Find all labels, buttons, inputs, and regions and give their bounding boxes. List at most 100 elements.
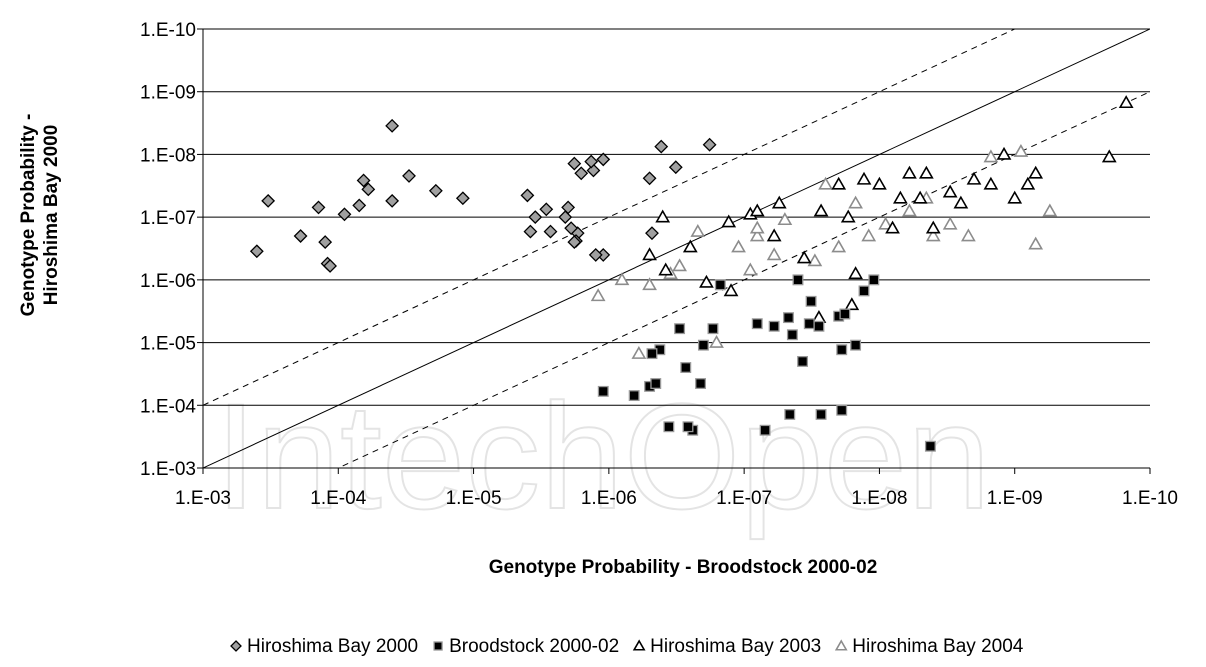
- data-point: [872, 176, 887, 190]
- data-point: [702, 137, 717, 152]
- data-point: [682, 421, 694, 433]
- data-point: [807, 253, 823, 267]
- data-point: [682, 239, 698, 253]
- data-point: [1013, 143, 1029, 157]
- data-point: [672, 258, 687, 272]
- series-hiroshima-bay-2004: [590, 143, 1058, 359]
- data-point: [699, 274, 714, 288]
- data-point: [805, 295, 817, 307]
- data-point: [902, 203, 917, 217]
- data-point: [680, 362, 692, 373]
- y-axis-title-line1: Genotype Probability -: [18, 114, 39, 317]
- legend-item: Hiroshima Bay 2003: [632, 636, 821, 657]
- y-tick-label: 1.E-04: [140, 396, 196, 417]
- data-point: [786, 329, 798, 341]
- data-point: [293, 229, 308, 243]
- y-tick-label: 1.E-05: [140, 334, 196, 355]
- legend-item: Broodstock 2000-02: [433, 636, 619, 657]
- data-point: [803, 318, 815, 330]
- data-point: [1028, 236, 1044, 250]
- data-point: [918, 165, 934, 179]
- data-point: [784, 409, 796, 420]
- dashed-reference-line: [337, 91, 1150, 468]
- data-point: [783, 312, 794, 324]
- data-point: [925, 228, 941, 242]
- data-point: [663, 421, 675, 433]
- data-point: [352, 198, 367, 213]
- data-point: [721, 214, 737, 228]
- data-point: [839, 308, 851, 320]
- data-point: [942, 216, 958, 230]
- legend-marker: [230, 640, 242, 652]
- data-point: [402, 168, 416, 183]
- y-tick-label: 1.E-08: [140, 145, 196, 166]
- data-point: [1118, 95, 1134, 109]
- data-point: [771, 195, 787, 209]
- data-point: [690, 223, 706, 237]
- data-point: [707, 323, 719, 335]
- x-axis-title: Genotype Probability - Broodstock 2000-0…: [489, 557, 878, 578]
- data-point: [902, 165, 917, 179]
- data-point: [543, 224, 558, 239]
- data-point: [337, 207, 352, 222]
- data-point: [925, 220, 941, 234]
- data-point: [844, 297, 860, 311]
- axes: [197, 28, 1151, 474]
- data-point: [590, 288, 606, 302]
- data-point: [983, 149, 999, 163]
- legend-item: Hiroshima Bay 2004: [834, 636, 1024, 657]
- data-point: [766, 228, 782, 242]
- y-tick-label: 1.E-09: [140, 83, 196, 104]
- x-tick-label: 1.E-03: [175, 488, 231, 509]
- data-point: [996, 146, 1012, 160]
- data-point: [813, 203, 829, 217]
- legend: Hiroshima Bay 2000 Broodstock 2000-02 Hiro…: [230, 636, 1024, 657]
- data-point: [831, 176, 847, 190]
- data-point: [455, 191, 470, 206]
- data-point: [646, 348, 658, 360]
- data-point: [797, 356, 809, 367]
- y-tick-label: 1.E-06: [140, 271, 196, 292]
- data-point: [356, 173, 371, 188]
- series-hiroshima-bay-2000: [249, 118, 717, 273]
- data-point: [912, 190, 928, 204]
- data-point: [815, 409, 827, 420]
- data-point: [885, 220, 900, 234]
- data-point: [631, 346, 647, 359]
- watermark-text: IntechOpen: [215, 372, 991, 540]
- legend-marker: [433, 641, 443, 651]
- data-point: [840, 209, 856, 223]
- legend-item: Hiroshima Bay 2000: [230, 636, 418, 657]
- data-point: [596, 152, 611, 167]
- x-tick-label: 1.E-10: [1122, 488, 1178, 509]
- data-point: [323, 259, 337, 273]
- data-point: [597, 385, 609, 397]
- data-point: [539, 202, 554, 217]
- dashed-reference-line: [203, 29, 1016, 406]
- data-point: [1020, 176, 1036, 190]
- data-point: [796, 250, 812, 264]
- data-point: [742, 262, 758, 276]
- data-point: [318, 235, 333, 250]
- data-point: [836, 404, 848, 416]
- data-point: [361, 182, 376, 197]
- data-points: [249, 95, 1134, 452]
- legend-label: Broodstock 2000-02: [449, 636, 619, 657]
- data-point: [751, 318, 763, 330]
- x-tick-label: 1.E-04: [310, 488, 366, 509]
- data-point: [658, 262, 674, 276]
- legend-label: Hiroshima Bay 2003: [650, 636, 821, 657]
- data-point: [1042, 203, 1058, 217]
- data-point: [942, 184, 958, 198]
- data-point: [614, 272, 630, 286]
- data-point: [385, 193, 400, 208]
- data-point: [697, 339, 709, 351]
- data-point: [642, 247, 657, 261]
- data-point: [850, 339, 862, 351]
- data-point: [777, 212, 793, 226]
- data-point: [792, 274, 804, 286]
- data-point: [642, 277, 657, 291]
- data-point: [642, 171, 657, 186]
- data-point: [813, 320, 825, 332]
